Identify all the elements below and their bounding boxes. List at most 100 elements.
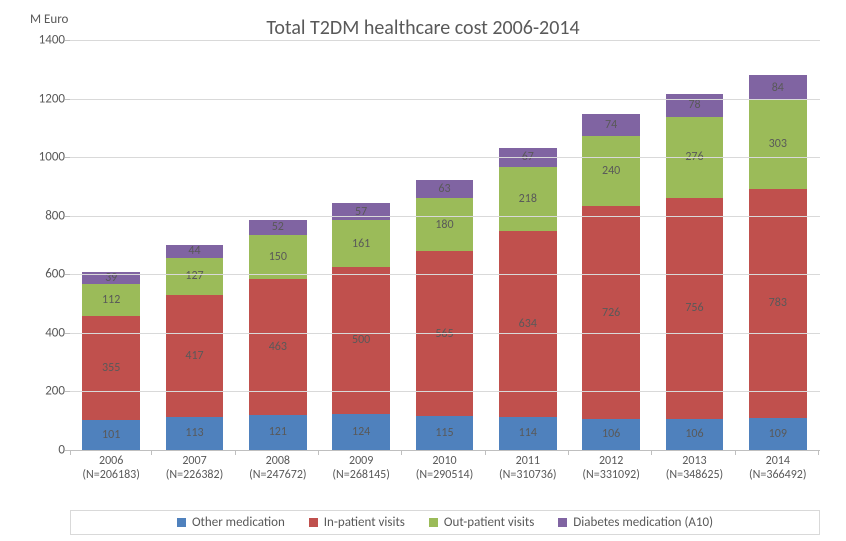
bar-slot: 113417127442007(N=226382) [153,40,236,450]
y-tick-mark [65,274,70,275]
legend-swatch [309,518,318,527]
bar-segment: 106 [582,419,640,450]
bar-slot: 114634218672011(N=310736) [487,40,570,450]
legend-label: Diabetes medication (A10) [573,515,713,530]
x-category-n: (N=366492) [737,468,819,482]
x-category-n: (N=206183) [70,468,152,482]
gridline [70,40,820,41]
y-tick-label: 200 [25,384,65,399]
bar-segment: 303 [749,100,807,189]
y-tick-label: 1400 [25,33,65,48]
bar-segment: 78 [666,94,724,117]
x-category-year: 2006 [99,454,123,468]
y-tick-label: 400 [25,325,65,340]
bar-segment: 52 [249,220,307,235]
x-category-label: 2009(N=268145) [320,450,402,483]
bar-segment: 180 [416,198,474,251]
bar-segment: 84 [749,75,807,100]
bar-segment: 113 [166,417,224,450]
y-tick-label: 0 [25,443,65,458]
x-category-n: (N=226382) [153,468,235,482]
legend-swatch [429,518,438,527]
bar-stack: 11556518063 [416,180,474,450]
bar-segment: 463 [249,279,307,415]
y-tick-mark [65,157,70,158]
x-category-n: (N=247672) [237,468,319,482]
bar-segment: 218 [499,167,557,231]
x-category-year: 2009 [349,454,373,468]
legend-swatch [177,518,186,527]
bar-slot: 101355112392006(N=206183) [70,40,153,450]
x-category-label: 2013(N=348625) [653,450,735,483]
bar-segment: 57 [332,203,390,220]
x-category-label: 2012(N=331092) [570,450,652,483]
bar-segment: 44 [166,245,224,258]
legend-item: In-patient visits [309,515,405,530]
bars-container: 101355112392006(N=206183)113417127442007… [70,40,820,450]
y-tick-mark [65,99,70,100]
gridline [70,391,820,392]
x-category-year: 2011 [516,454,540,468]
gridline [70,216,820,217]
legend-label: In-patient visits [324,515,405,530]
bar-slot: 124500161572009(N=268145) [320,40,403,450]
x-category-year: 2008 [266,454,290,468]
x-category-label: 2014(N=366492) [737,450,819,483]
bar-segment: 127 [166,258,224,295]
x-category-year: 2014 [766,454,790,468]
x-category-n: (N=310736) [487,468,569,482]
x-category-year: 2010 [432,454,456,468]
x-category-n: (N=268145) [320,468,402,482]
bar-segment: 109 [749,418,807,450]
y-tick-mark [65,333,70,334]
legend-item: Other medication [177,515,285,530]
x-category-n: (N=290514) [403,468,485,482]
bar-segment: 115 [416,416,474,450]
y-tick-label: 800 [25,208,65,223]
bar-segment: 417 [166,295,224,417]
x-category-year: 2013 [682,454,706,468]
y-tick-mark [65,216,70,217]
bar-segment: 161 [332,220,390,267]
bar-stack: 10978330384 [749,75,807,450]
bar-slot: 115565180632010(N=290514) [403,40,486,450]
bar-segment: 634 [499,231,557,417]
bar-stack: 11463421867 [499,148,557,450]
bar-segment: 121 [249,415,307,450]
gridline [70,157,820,158]
bar-slot: 109783303842014(N=366492) [737,40,820,450]
bar-segment: 783 [749,189,807,418]
legend: Other medication In-patient visits Out-pat… [70,510,820,535]
bar-segment: 106 [666,419,724,450]
legend-item: Out-patient visits [429,515,534,530]
bar-stack: 10135511239 [82,272,140,450]
x-category-label: 2006(N=206183) [70,450,152,483]
bar-segment: 112 [82,284,140,317]
bar-stack: 12146315052 [249,220,307,450]
y-tick-label: 1000 [25,150,65,165]
x-category-label: 2010(N=290514) [403,450,485,483]
bar-segment: 150 [249,235,307,279]
bar-segment: 101 [82,420,140,450]
bar-stack: 10672624074 [582,114,640,450]
chart-title: Total T2DM healthcare cost 2006-2014 [20,16,826,40]
bar-slot: 106756276782013(N=348625) [653,40,736,450]
x-category-n: (N=331092) [570,468,652,482]
y-axis-title: M Euro [30,12,68,27]
y-tick-mark [65,450,70,451]
bar-segment: 63 [416,180,474,198]
x-category-label: 2008(N=247672) [237,450,319,483]
x-category-year: 2007 [182,454,206,468]
bar-stack: 11341712744 [166,245,224,450]
legend-label: Other medication [192,515,285,530]
legend-label: Out-patient visits [444,515,534,530]
gridline [70,333,820,334]
x-category-label: 2011(N=310736) [487,450,569,483]
bar-slot: 121463150522008(N=247672) [237,40,320,450]
y-tick-label: 1200 [25,91,65,106]
chart-container: M Euro Total T2DM healthcare cost 2006-2… [0,0,846,541]
x-category-n: (N=348625) [653,468,735,482]
bar-stack: 10675627678 [666,94,724,450]
gridline [70,99,820,100]
gridline [70,274,820,275]
